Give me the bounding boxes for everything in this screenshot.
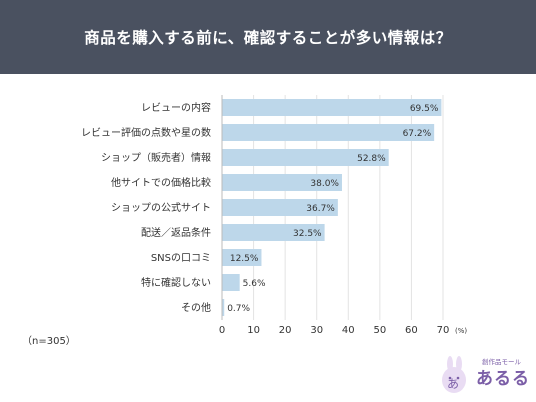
category-label: その他 xyxy=(181,301,211,314)
bar xyxy=(222,299,225,316)
bar xyxy=(222,199,338,216)
bar xyxy=(222,224,325,241)
category-label: SNSの口コミ xyxy=(151,253,211,264)
category-label: ショップ（販売者）情報 xyxy=(101,151,211,164)
x-axis-unit: (%) xyxy=(455,327,467,335)
value-label: 12.5% xyxy=(230,254,259,264)
value-label: 36.7% xyxy=(306,204,335,214)
value-label: 38.0% xyxy=(310,179,339,189)
value-label: 0.7% xyxy=(227,304,250,314)
value-label: 67.2% xyxy=(403,129,432,139)
x-tick-label: 50 xyxy=(373,325,386,336)
value-label: 69.5% xyxy=(410,104,439,114)
value-label: 5.6% xyxy=(243,279,266,289)
bar xyxy=(222,249,262,266)
value-label: 32.5% xyxy=(293,229,322,239)
logo-subtitle: 創作品モール xyxy=(482,358,521,366)
category-label: 配送／返品条件 xyxy=(141,226,211,239)
x-tick-label: 10 xyxy=(247,325,260,336)
bar xyxy=(222,149,389,166)
sample-size-note: （n=305） xyxy=(22,336,76,347)
bar xyxy=(222,174,342,191)
value-label: 52.8% xyxy=(357,154,386,164)
category-label: 特に確認しない xyxy=(141,276,211,289)
chart-title: 商品を購入する前に、確認することが多い情報は？ xyxy=(84,29,452,47)
category-label: レビュー評価の点数や星の数 xyxy=(81,126,211,139)
svg-text:あ: あ xyxy=(447,377,459,391)
logo-text: あるる xyxy=(476,369,530,389)
logo-mark: あ xyxy=(442,356,466,393)
x-tick-label: 70 xyxy=(437,325,450,336)
chart-header: 商品を購入する前に、確認することが多い情報は？ xyxy=(0,0,536,74)
category-label: レビューの内容 xyxy=(141,101,211,114)
x-tick-label: 40 xyxy=(342,325,355,336)
bar xyxy=(222,99,442,116)
bar xyxy=(222,124,435,141)
x-tick-label: 0 xyxy=(219,325,225,336)
category-label: 他サイトでの価格比較 xyxy=(111,176,211,189)
x-tick-label: 30 xyxy=(310,325,323,336)
bar xyxy=(222,274,240,291)
category-label: ショップの公式サイト xyxy=(111,201,211,214)
x-tick-label: 20 xyxy=(279,325,292,336)
x-tick-label: 60 xyxy=(405,325,418,336)
